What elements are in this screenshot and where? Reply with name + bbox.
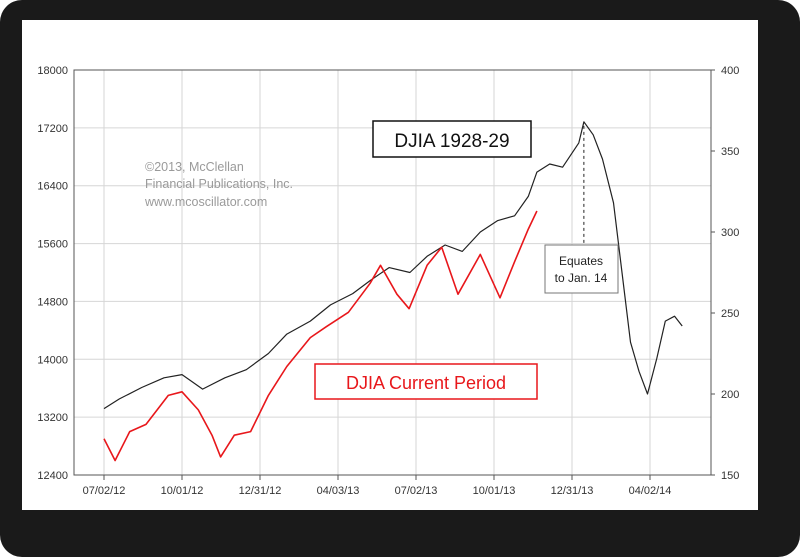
copyright-text: ©2013, McClellan Financial Publications,…: [144, 160, 293, 209]
legend-djia-1928-29-box: [372, 120, 532, 158]
y-left-tick-label: 18000: [37, 65, 68, 77]
y-left-tick-label: 16400: [37, 181, 68, 193]
x-tick-label: 07/02/13: [395, 485, 438, 497]
y-right-tick-label: 400: [721, 65, 739, 77]
y-left-tick-label: 17200: [37, 123, 68, 135]
y-right-tick-label: 300: [721, 227, 739, 239]
x-tick-label: 10/01/12: [161, 485, 204, 497]
copyright-line-2: Financial Publications, Inc.: [145, 177, 293, 191]
equates-callout: Equates to Jan. 14: [544, 244, 619, 294]
y-right-tick-label: 350: [721, 146, 739, 158]
x-tick-label: 04/02/14: [629, 485, 672, 497]
copyright-line-3: www.mcoscillator.com: [144, 195, 267, 209]
y-left-tick-label: 13200: [37, 412, 68, 424]
series-djia-1928-29-line: [103, 121, 683, 410]
x-tick-label: 04/03/13: [317, 485, 360, 497]
chart-svg: 07/02/12 10/01/12 12/31/12 04/03/13 07/02/13…: [37, 65, 739, 497]
equates-label-line-2: to Jan. 14: [555, 271, 608, 285]
x-tick-label: 12/31/13: [551, 485, 594, 497]
x-tick-label: 12/31/12: [239, 485, 282, 497]
y-right-tick-label: 150: [721, 470, 739, 482]
legend-djia-1928-29: DJIA 1928-29: [372, 120, 532, 158]
x-tick-label: 10/01/13: [473, 485, 516, 497]
y-left-tick-label: 14800: [37, 296, 68, 308]
y-right-tick-label: 200: [721, 389, 739, 401]
series-lines: [103, 121, 683, 462]
y-left-tick-label: 14000: [37, 354, 68, 366]
equates-label-line-1: Equates: [559, 254, 603, 268]
x-tick-label: 07/02/12: [83, 485, 126, 497]
series-djia-current-line: [103, 210, 538, 462]
legend-djia-1928-29-label: DJIA 1928-29: [394, 131, 509, 152]
plot-border: [73, 69, 712, 476]
legend-djia-current: DJIA Current Period: [314, 363, 538, 400]
copyright-line-1: ©2013, McClellan: [145, 160, 244, 174]
chart-card: 07/02/12 10/01/12 12/31/12 04/03/13 07/02/13…: [22, 20, 758, 510]
y-right-tick-label: 250: [721, 308, 739, 320]
legend-djia-current-label: DJIA Current Period: [346, 373, 506, 393]
axis-ticks: 07/02/12 10/01/12 12/31/12 04/03/13 07/02/13…: [37, 65, 739, 497]
legend-djia-current-box: [314, 363, 538, 400]
y-left-tick-label: 15600: [37, 239, 68, 251]
equates-callout-box: [544, 244, 619, 294]
y-left-tick-label: 12400: [37, 470, 68, 482]
